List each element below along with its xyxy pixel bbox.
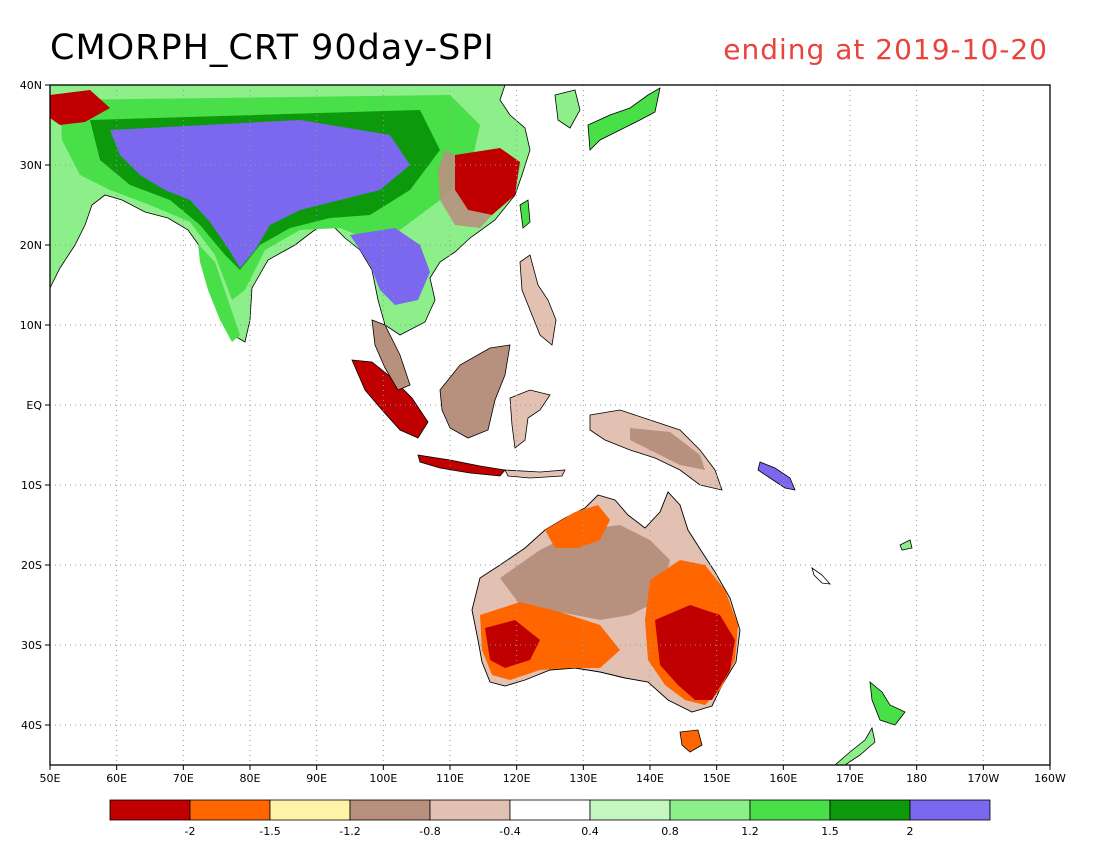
lat-tick-label: EQ	[26, 399, 42, 412]
lon-tick-label: 120E	[503, 772, 531, 785]
asia-extreme-wet	[110, 120, 410, 268]
map-title: CMORPH_CRT 90day-SPI	[50, 28, 495, 68]
legend-label: 0.4	[581, 825, 599, 838]
east-china-dry	[455, 148, 520, 215]
philippines	[519, 254, 557, 346]
lon-tick-label: 150E	[703, 772, 731, 785]
sulawesi	[509, 389, 551, 449]
legend-label: 1.2	[741, 825, 759, 838]
sumatra	[351, 359, 429, 439]
lon-tick-label: 160E	[769, 772, 797, 785]
new-zealand-north	[869, 681, 906, 726]
legend-swatch	[269, 799, 351, 821]
lon-tick-label: 60E	[106, 772, 127, 785]
legend-swatch	[749, 799, 831, 821]
lon-tick-label: 70E	[173, 772, 194, 785]
legend-label: 1.5	[821, 825, 839, 838]
lat-tick-label: 10N	[20, 319, 42, 332]
taiwan	[519, 199, 531, 229]
borneo	[439, 344, 511, 439]
indochina-wet	[350, 228, 430, 305]
legend-swatch	[109, 799, 191, 821]
map-frame	[49, 84, 1051, 766]
east-china-dry-halo	[438, 150, 492, 228]
legend-label: -1.5	[259, 825, 280, 838]
solomon-islands	[757, 461, 796, 491]
lat-tick-label: 20S	[21, 559, 42, 572]
legend-swatch	[589, 799, 671, 821]
new-guinea-dry	[630, 428, 705, 470]
axis-labels: 40N 30N 20N 10N EQ 10S 20S 30S 40S 50E 60E 70E 80E 90…	[20, 79, 1066, 785]
lon-tick-label: 170W	[967, 772, 999, 785]
new-caledonia	[811, 567, 832, 585]
legend-label: 2	[907, 825, 914, 838]
lat-tick-label: 30N	[20, 159, 42, 172]
legend-label: 0.8	[661, 825, 679, 838]
legend-label: -1.2	[339, 825, 360, 838]
japan	[587, 87, 661, 151]
australia-north-dry	[545, 505, 610, 548]
map-grid	[50, 85, 1050, 765]
lon-tick-label: 110E	[436, 772, 464, 785]
java	[417, 454, 506, 477]
spi-legend: -2 -1.5 -1.2 -0.8 -0.4 0.4 0.8 1.2 1.5 2	[109, 799, 991, 838]
lon-tick-label: 130E	[569, 772, 597, 785]
lon-tick-label: 160W	[1034, 772, 1066, 785]
lat-tick-label: 20N	[20, 239, 42, 252]
lat-tick-label: 30S	[21, 639, 42, 652]
persia-dry	[50, 90, 110, 125]
legend-swatch	[349, 799, 431, 821]
lesser-sunda	[504, 469, 566, 479]
lat-tick-label: 40N	[20, 79, 42, 92]
korea	[554, 89, 581, 129]
legend-swatch	[189, 799, 271, 821]
lon-tick-label: 100E	[369, 772, 397, 785]
legend-swatch	[509, 799, 591, 821]
india-west-coast	[198, 244, 240, 342]
legend-swatch	[909, 799, 991, 821]
legend-label: -0.8	[419, 825, 440, 838]
lon-tick-label: 170E	[836, 772, 864, 785]
malay-peninsula	[371, 319, 411, 391]
lon-tick-label: 80E	[240, 772, 261, 785]
lon-tick-label: 140E	[636, 772, 664, 785]
lon-tick-label: 180	[906, 772, 927, 785]
lat-tick-label: 40S	[21, 719, 42, 732]
new-zealand-south	[834, 726, 876, 765]
legend-label: -2	[185, 825, 196, 838]
fiji	[899, 539, 913, 551]
tasmania	[679, 729, 703, 753]
spi-shading	[50, 85, 913, 765]
date-label: ending at 2019-10-20	[723, 33, 1048, 66]
australia-dry-central	[500, 525, 670, 620]
australia-east-very-dry	[655, 605, 735, 700]
legend-label: -0.4	[499, 825, 520, 838]
legend-swatch	[429, 799, 511, 821]
lon-tick-label: 90E	[306, 772, 327, 785]
lat-tick-label: 10S	[21, 479, 42, 492]
legend-swatch	[829, 799, 911, 821]
lon-tick-label: 50E	[40, 772, 61, 785]
australia-west-very-dry	[485, 620, 540, 668]
legend-swatch	[669, 799, 751, 821]
